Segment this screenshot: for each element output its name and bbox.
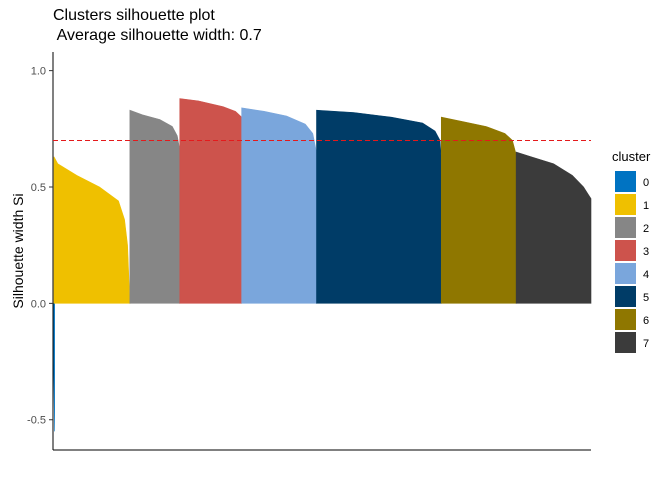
- chart-subtitle: Average silhouette width: 0.7: [53, 27, 262, 44]
- cluster-6-bars: [440, 116, 517, 304]
- silhouette-bars: [52, 98, 592, 432]
- legend-swatch-7: [615, 332, 636, 353]
- legend-label-3: 3: [643, 246, 649, 258]
- legend-label-1: 1: [643, 200, 649, 212]
- cluster-2-bars: [129, 109, 181, 304]
- legend-swatch-0: [615, 171, 636, 192]
- y-tick-label: 0.5: [31, 182, 46, 194]
- legend-swatch-3: [615, 240, 636, 261]
- legend-label-4: 4: [643, 269, 649, 281]
- cluster-7-bars: [515, 151, 592, 304]
- y-tick-label: 1.0: [31, 66, 46, 78]
- legend-swatch-2: [615, 217, 636, 238]
- y-tick-label: 0.0: [31, 298, 46, 310]
- cluster-4-bars: [241, 107, 317, 304]
- legend-swatch-4: [615, 263, 636, 284]
- cluster-1-bars: [53, 156, 131, 304]
- legend-label-0: 0: [643, 177, 649, 189]
- chart-title: Clusters silhouette plot: [53, 7, 215, 24]
- cluster-3-bars: [179, 98, 242, 304]
- cluster-5-bars: [316, 109, 442, 304]
- legend-swatch-6: [615, 309, 636, 330]
- y-axis-title: Silhouette width Si: [10, 193, 26, 308]
- legend-title: cluster: [612, 149, 651, 164]
- legend-swatch-5: [615, 286, 636, 307]
- y-axis: -0.5 0.0 0.5 1.0: [27, 52, 54, 450]
- legend-label-7: 7: [643, 338, 649, 350]
- y-tick-label: -0.5: [27, 415, 46, 427]
- legend-swatch-1: [615, 194, 636, 215]
- legend-label-5: 5: [643, 292, 649, 304]
- legend: cluster 0 1 2 3 4 5 6 7: [612, 149, 651, 353]
- legend-label-2: 2: [643, 223, 649, 235]
- legend-label-6: 6: [643, 315, 649, 327]
